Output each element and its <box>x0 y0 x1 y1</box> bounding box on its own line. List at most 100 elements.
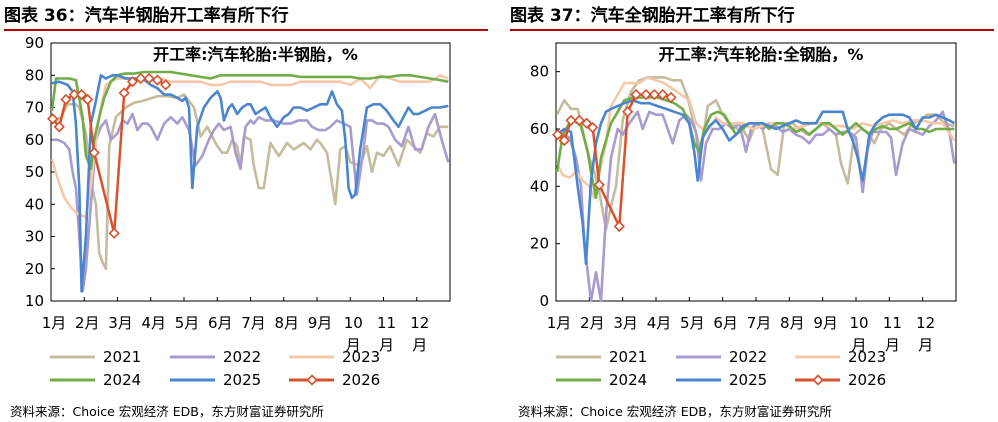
data-point-2026 <box>160 79 172 91</box>
data-point-2026 <box>565 114 577 127</box>
x-tick-label: 6月 <box>208 314 233 332</box>
x-tick-label: 4月 <box>141 314 166 332</box>
data-point-2026 <box>81 93 94 106</box>
legend-label-2024: 2024 <box>609 371 647 389</box>
x-tick-label: 7月 <box>747 314 772 332</box>
data-point-2026 <box>593 179 605 191</box>
data-point-2026 <box>88 147 100 159</box>
data-point-2026 <box>657 88 669 101</box>
data-point-2026 <box>552 129 564 141</box>
series-line-2025 <box>556 99 955 265</box>
y-tick-label: 60 <box>530 120 549 138</box>
y-tick-label: 20 <box>530 235 549 253</box>
data-point-2026 <box>640 88 652 101</box>
y-tick-label: 70 <box>25 99 44 117</box>
series-line-2022 <box>52 112 450 293</box>
series-line-2022 <box>557 110 956 303</box>
data-point-2026 <box>68 88 80 101</box>
x-tick-label: 11 <box>377 314 396 332</box>
legend-label-2025: 2025 <box>223 371 261 389</box>
data-point-2026 <box>648 88 660 101</box>
x-tick-label: 12 <box>410 314 429 332</box>
data-point-2026 <box>126 76 139 88</box>
legend-label-2023: 2023 <box>848 348 886 366</box>
y-tick-label: 50 <box>25 163 44 181</box>
data-point-2026 <box>665 91 677 104</box>
line-chart-all-steel: 开工率:汽车轮胎:全钢胎，% 0 20 40 60 80 1月 2月 3月 4月 5月 6月 7月 8月 9… <box>530 42 957 389</box>
y-tick-label: 80 <box>25 66 44 84</box>
x-tick-label: 1月 <box>42 314 67 332</box>
data-point-2026 <box>108 227 120 239</box>
y-tick-label: 40 <box>530 177 549 195</box>
data-point-2026 <box>60 93 72 106</box>
legend-marker-2026 <box>812 374 824 386</box>
data-point-2026 <box>151 74 164 86</box>
data-point-2026 <box>573 114 585 127</box>
data-point-2026 <box>118 87 130 99</box>
x-tick-label: 9月 <box>308 314 333 332</box>
legend-marker-2026 <box>306 374 318 386</box>
y-tick-label: 10 <box>25 292 44 310</box>
chart-panel-right: 图表 37：汽车全钢胎开工率有所下行 开工率:汽车轮胎:全钢胎，% 0 20 40 60… <box>510 0 998 398</box>
x-tick-label: 月 <box>346 336 361 354</box>
x-tick-label: 10 <box>344 314 363 332</box>
legend-label-2026: 2026 <box>342 371 380 389</box>
legend-label-2021: 2021 <box>103 348 141 366</box>
data-point-2026 <box>630 88 642 101</box>
data-point-2026 <box>53 121 65 133</box>
x-tick-label: 3月 <box>613 314 638 332</box>
y-tick-label: 40 <box>25 195 44 213</box>
x-tick-label: 10 <box>849 314 868 332</box>
x-tick-label: 月 <box>885 336 900 354</box>
x-tick-label: 月 <box>412 336 427 354</box>
x-tick-label: 7月 <box>241 314 266 332</box>
data-point-2026 <box>47 113 59 125</box>
data-point-2026 <box>581 117 593 129</box>
chart-title: 开工率:汽车轮胎:全钢胎，% <box>659 45 864 64</box>
x-tick-label: 月 <box>851 336 866 354</box>
x-tick-label: 月 <box>918 336 933 354</box>
legend-label-2021: 2021 <box>609 348 647 366</box>
legend-label-2022: 2022 <box>729 348 767 366</box>
data-point-2026 <box>143 72 155 85</box>
data-point-2026 <box>558 134 570 147</box>
y-tick-label: 20 <box>25 260 44 278</box>
data-point-2026 <box>613 220 625 233</box>
source-note: 资料来源：Choice 宏观经济 EDB，东方财富证券研究所 <box>518 404 832 419</box>
data-point-2026 <box>135 72 147 85</box>
data-point-2026 <box>587 121 599 134</box>
line-chart-semi-steel: 开工率:汽车轮胎:半钢胎，% 10 20 30 40 50 60 70 80 90 1月 2月 3月 4月… <box>25 34 451 389</box>
x-tick-label: 2月 <box>75 314 100 332</box>
x-tick-label: 8月 <box>274 314 299 332</box>
x-tick-label: 2月 <box>580 314 605 332</box>
x-tick-label: 5月 <box>175 314 200 332</box>
legend-label-2025: 2025 <box>729 371 767 389</box>
x-tick-label: 9月 <box>813 314 838 332</box>
y-tick-label: 80 <box>530 63 549 81</box>
figure-title: 图表 37：汽车全钢胎开工率有所下行 <box>510 3 994 31</box>
x-tick-label: 8月 <box>780 314 805 332</box>
series-line-2025 <box>51 73 449 293</box>
legend-label-2026: 2026 <box>848 371 886 389</box>
x-tick-label: 12 <box>916 314 935 332</box>
data-point-2026 <box>75 88 88 101</box>
figure-title: 图表 36：汽车半钢胎开工率有所下行 <box>4 3 488 31</box>
y-tick-label: 90 <box>25 34 44 52</box>
source-note: 资料来源：Choice 宏观经济 EDB，东方财富证券研究所 <box>10 404 324 419</box>
x-tick-label: 6月 <box>713 314 738 332</box>
legend-label-2023: 2023 <box>342 348 380 366</box>
chart-title: 开工率:汽车轮胎:半钢胎，% <box>153 45 358 64</box>
x-tick-label: 1月 <box>547 314 572 332</box>
y-tick-label: 0 <box>539 292 549 310</box>
x-tick-label: 4月 <box>647 314 672 332</box>
y-tick-label: 60 <box>25 131 44 149</box>
series-line-2021 <box>555 76 955 231</box>
y-tick-label: 30 <box>25 228 44 246</box>
x-tick-label: 11 <box>883 314 902 332</box>
chart-panel-left: 图表 36：汽车半钢胎开工率有所下行 开工率:汽车轮胎:半钢胎，% 10 20 30 4… <box>4 0 494 398</box>
x-tick-label: 3月 <box>108 314 133 332</box>
legend-label-2024: 2024 <box>103 371 141 389</box>
legend-label-2022: 2022 <box>223 348 261 366</box>
x-tick-label: 5月 <box>680 314 705 332</box>
x-tick-label: 月 <box>379 336 394 354</box>
